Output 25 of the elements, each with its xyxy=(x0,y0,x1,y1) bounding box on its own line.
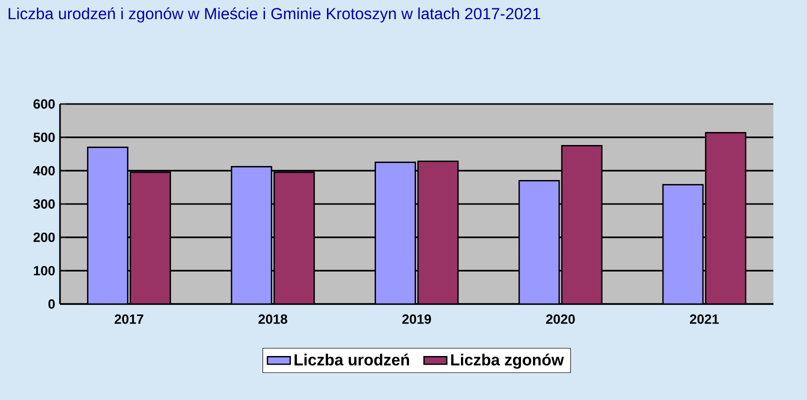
bar xyxy=(662,184,704,304)
legend-label: Liczba zgonów xyxy=(451,354,564,369)
x-tick-label: 2020 xyxy=(546,314,575,324)
bar xyxy=(130,172,172,304)
y-tick-label: 200 xyxy=(34,232,55,242)
legend-label: Liczba urodzeń xyxy=(294,354,410,366)
chart-title: Liczba urodzeń i zgonów w Mieście i Gminie Krotoszyn w latach 2017-2021 xyxy=(8,7,540,22)
bar xyxy=(230,166,272,304)
x-tick-label: 2019 xyxy=(402,314,431,324)
bar xyxy=(274,172,315,304)
bar xyxy=(704,132,746,304)
bar xyxy=(518,180,560,304)
y-tick-label: 100 xyxy=(34,266,55,276)
bar xyxy=(417,160,459,304)
x-tick-label: 2018 xyxy=(258,314,288,324)
y-tick-label: 300 xyxy=(33,199,55,209)
y-tick-label: 500 xyxy=(33,132,55,142)
bar xyxy=(87,146,128,304)
x-tick-label: 2017 xyxy=(114,314,144,324)
y-tick-label: 400 xyxy=(33,166,55,176)
y-tick-label: 600 xyxy=(34,99,55,109)
bar xyxy=(561,144,602,304)
bar xyxy=(374,162,416,304)
x-tick-label: 2021 xyxy=(690,314,719,324)
y-tick-label: 0 xyxy=(48,299,55,309)
